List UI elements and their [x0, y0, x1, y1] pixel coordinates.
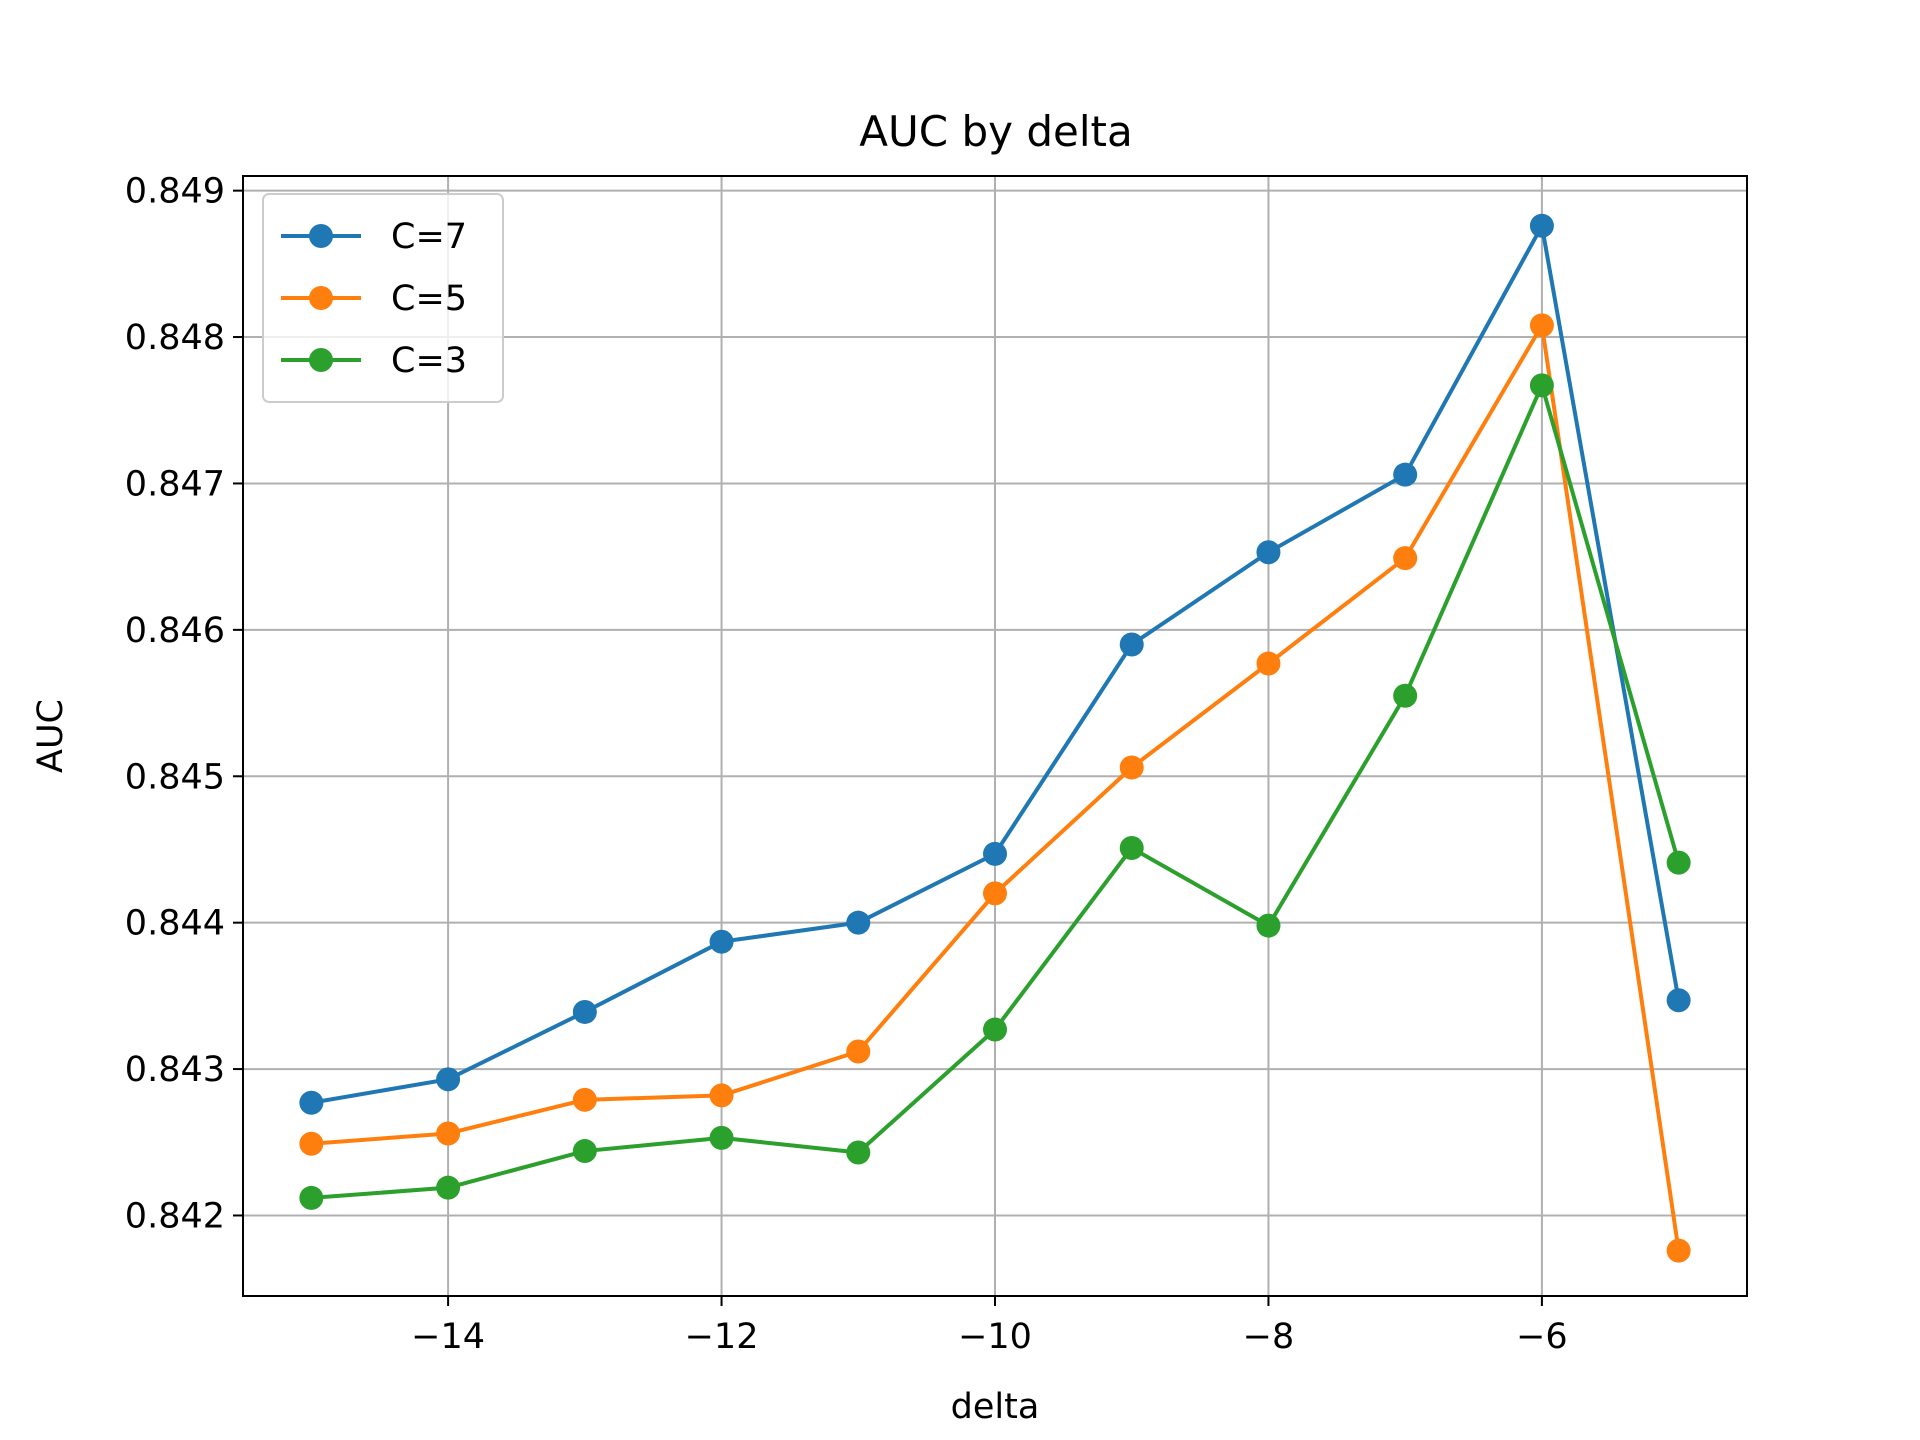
- data-point: [1256, 651, 1281, 676]
- data-point: [1256, 913, 1281, 938]
- x-tick-label: −8: [1243, 1317, 1295, 1357]
- data-point: [1393, 462, 1418, 487]
- data-point: [846, 1140, 871, 1165]
- legend-label: C=3: [391, 341, 467, 381]
- data-point: [436, 1067, 461, 1092]
- chart-title: AUC by delta: [859, 107, 1132, 156]
- data-point: [846, 910, 871, 935]
- data-point: [1119, 632, 1144, 657]
- data-point: [1666, 988, 1691, 1013]
- data-point: [1393, 683, 1418, 708]
- legend-item: C=3: [281, 341, 467, 381]
- data-point: [1529, 213, 1554, 238]
- data-point: [572, 1087, 597, 1112]
- x-tick-label: −14: [411, 1317, 485, 1357]
- legend-marker: [309, 286, 333, 310]
- x-tick-label: −12: [685, 1317, 759, 1357]
- data-point: [1529, 313, 1554, 338]
- data-point: [709, 929, 734, 954]
- data-point: [1529, 373, 1554, 398]
- x-tick-label: −6: [1516, 1317, 1568, 1357]
- data-point: [983, 881, 1007, 906]
- series-1: [299, 213, 1691, 1115]
- data-point: [846, 1039, 871, 1064]
- series-3: [299, 373, 1691, 1210]
- data-point: [299, 1090, 324, 1115]
- data-point: [1393, 546, 1418, 571]
- legend-label: C=5: [391, 279, 467, 319]
- y-tick-label: 0.843: [125, 1050, 225, 1090]
- series-2: [299, 313, 1691, 1263]
- data-point: [983, 841, 1007, 866]
- x-axis-label: delta: [951, 1387, 1040, 1427]
- y-tick-label: 0.844: [125, 904, 225, 944]
- y-tick-label: 0.846: [125, 611, 225, 651]
- data-point: [572, 1139, 597, 1164]
- legend-label: C=7: [391, 217, 467, 257]
- legend-marker: [309, 348, 333, 372]
- data-point: [1256, 540, 1281, 565]
- data-point: [709, 1125, 734, 1150]
- y-tick-label: 0.847: [125, 464, 225, 504]
- y-tick-label: 0.849: [125, 172, 225, 212]
- grid: [243, 176, 1747, 1296]
- data-point: [436, 1121, 461, 1146]
- legend-item: C=5: [281, 279, 467, 319]
- data-point: [572, 999, 597, 1024]
- legend-marker: [309, 224, 333, 248]
- ticks: −14 −12 −10 −8 −6 0.842 0.843 0.844 0.845 0.846 0.…: [125, 172, 1568, 1357]
- data-point: [1119, 755, 1144, 780]
- data-point: [709, 1083, 734, 1108]
- x-tick-label: −10: [958, 1317, 1032, 1357]
- data-point: [1666, 850, 1691, 875]
- data-point: [1119, 836, 1144, 860]
- legend-item: C=7: [281, 217, 467, 257]
- data-point: [436, 1175, 461, 1200]
- series-layer: [299, 213, 1691, 1263]
- data-point: [983, 1017, 1007, 1042]
- y-axis-label: AUC: [31, 699, 71, 773]
- y-tick-label: 0.845: [125, 757, 225, 797]
- data-point: [299, 1185, 324, 1210]
- data-point: [1666, 1238, 1691, 1263]
- data-point: [299, 1131, 324, 1156]
- y-tick-label: 0.842: [125, 1196, 225, 1236]
- y-tick-label: 0.848: [125, 318, 225, 358]
- legend: C=7 C=5 C=3: [262, 193, 504, 403]
